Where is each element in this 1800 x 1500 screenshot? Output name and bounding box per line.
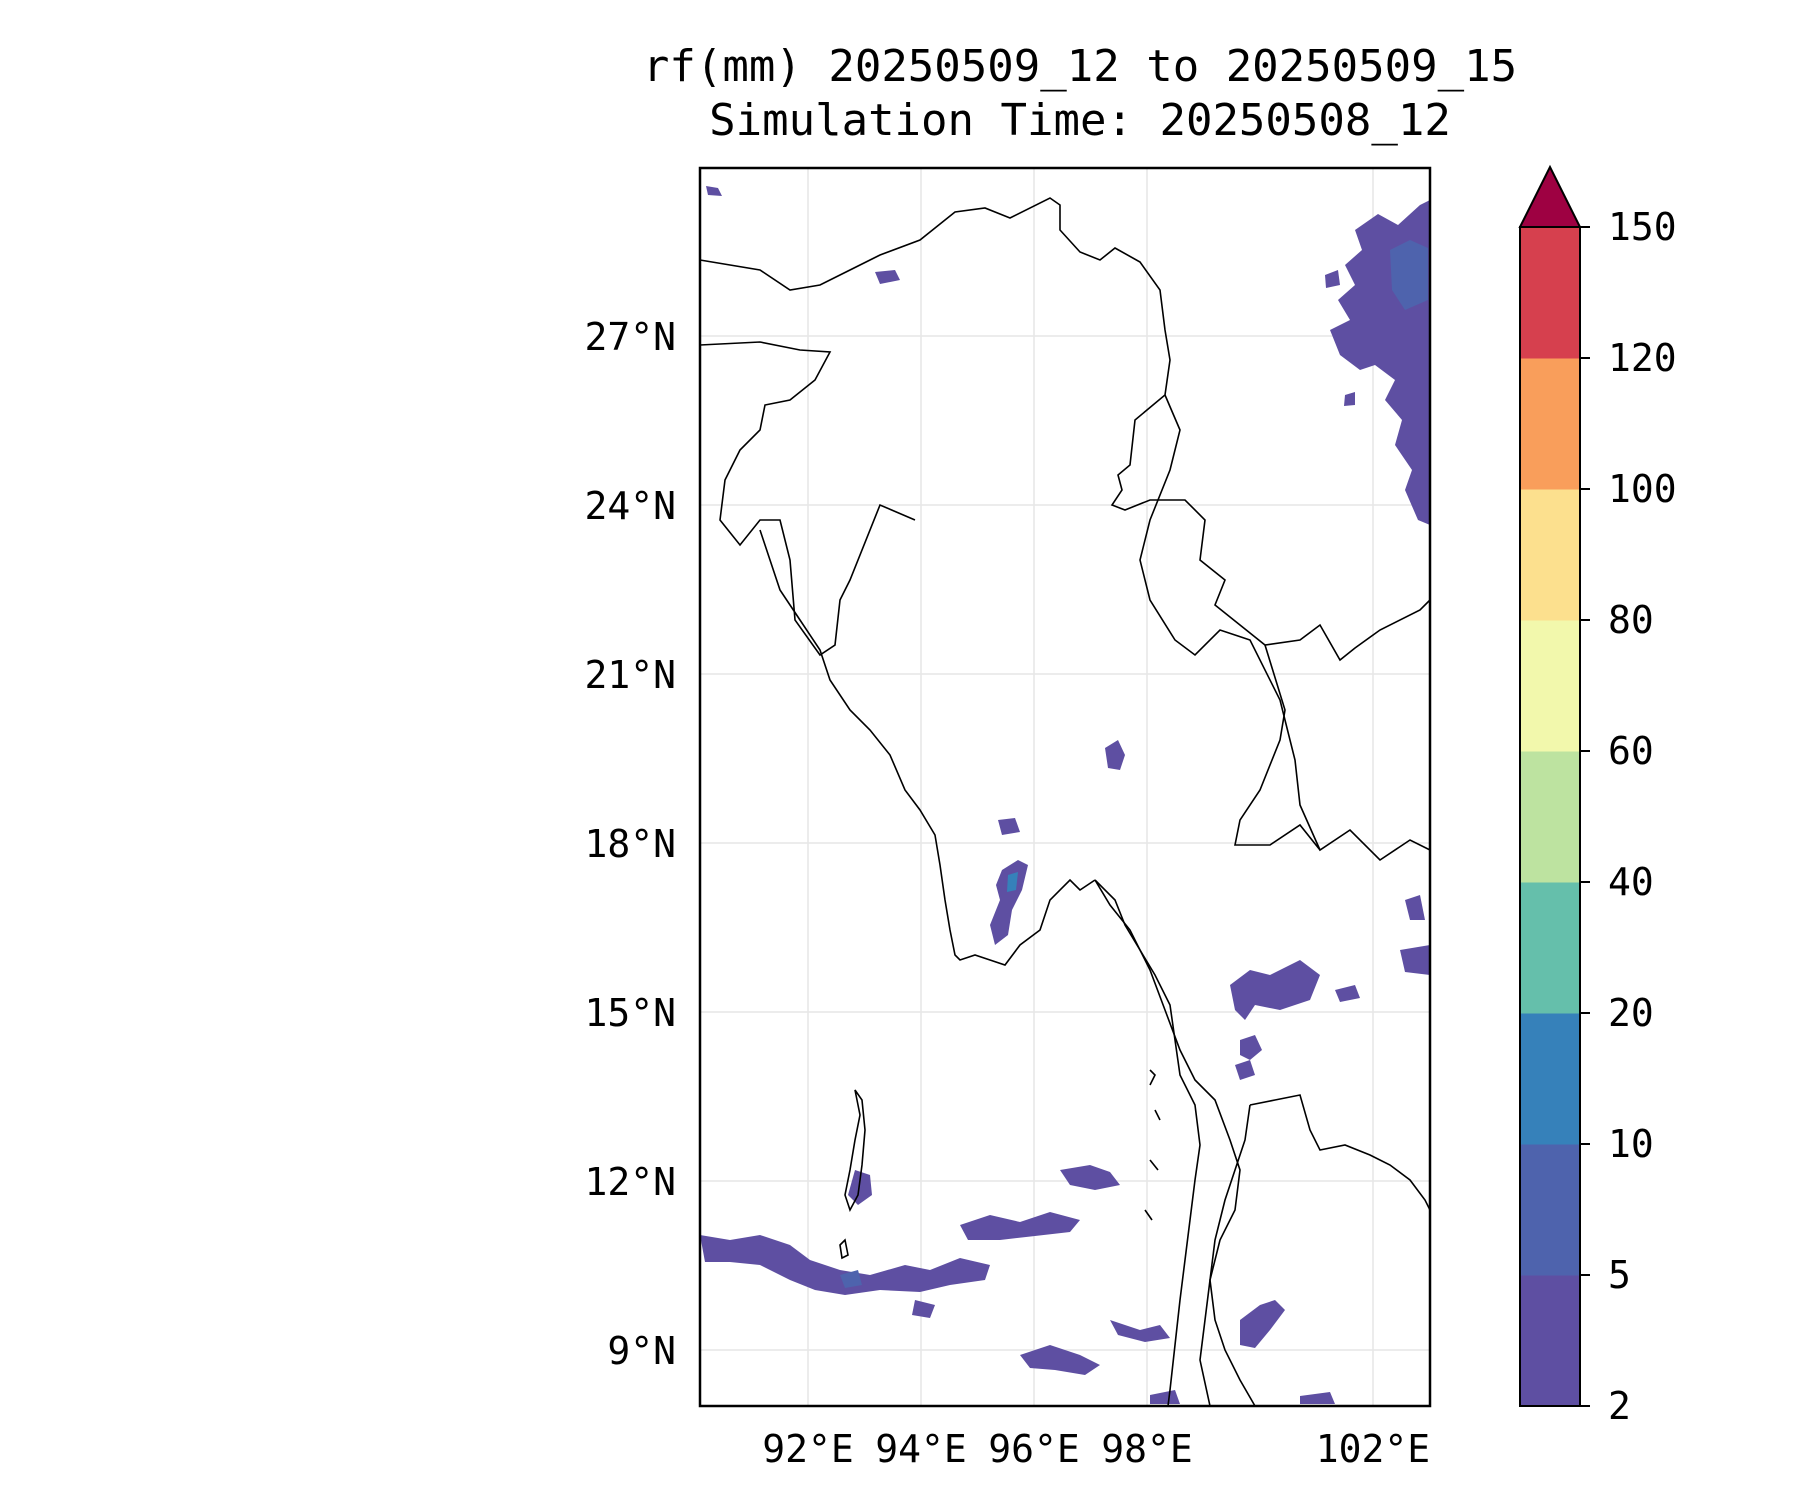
rain-patch-bay9 — [1150, 1390, 1180, 1404]
colorbar-label: 2 — [1608, 1384, 1631, 1428]
colorbar-segment — [1520, 227, 1580, 359]
colorbar-label: 120 — [1608, 336, 1677, 380]
colorbar-label: 40 — [1608, 860, 1654, 904]
rain-patch-delta-core — [1007, 872, 1018, 892]
lon-label: 98°E — [1101, 1427, 1193, 1471]
title-line-1: rf(mm) 20250509_12 to 20250509_15 — [642, 41, 1518, 92]
colorbar-segment — [1520, 1275, 1580, 1407]
rain-patch-east4 — [1400, 945, 1430, 975]
lat-label: 9°N — [607, 1329, 676, 1373]
rain-patch-east5 — [1405, 895, 1425, 920]
coastlines-borders — [699, 197, 1431, 1407]
lon-label: 96°E — [988, 1427, 1080, 1471]
rain-patch-bay10 — [1300, 1392, 1335, 1404]
lat-labels: 27°N 24°N 21°N 18°N 15°N 12°N 9°N — [584, 315, 676, 1373]
map-background — [700, 168, 1430, 1406]
rain-patch-central — [1105, 740, 1125, 770]
colorbar-segment — [1520, 489, 1580, 621]
figure-title: rf(mm) 20250509_12 to 20250509_15 Simula… — [0, 40, 1800, 148]
rain-patch-bay4 — [1020, 1345, 1100, 1375]
colorbar-segment — [1520, 620, 1580, 752]
rain-patch-nw — [706, 186, 722, 196]
colorbar-segment — [1520, 1144, 1580, 1276]
coast-myanmar-west — [759, 529, 1096, 966]
mergui-islands — [1144, 1069, 1161, 1221]
rain-patch-ne-small2 — [1344, 392, 1355, 406]
colorbar-extend-arrow — [1518, 164, 1582, 228]
rain-patch-yangon — [998, 818, 1020, 835]
title-line-2: Simulation Time: 20250508_12 — [709, 95, 1451, 146]
rainfall-field — [700, 186, 1430, 1404]
rain-patch-bay8 — [912, 1300, 935, 1318]
colorbar-label: 5 — [1608, 1253, 1631, 1297]
border-myanmar-thai — [1094, 879, 1241, 1407]
colorbar-label: 150 — [1608, 205, 1677, 249]
rain-patch-east2 — [1240, 1035, 1262, 1060]
colorbar-label: 80 — [1608, 598, 1654, 642]
rain-patch-bay2 — [960, 1212, 1080, 1240]
colorbar-frame — [1519, 226, 1581, 1407]
colorbar-label: 100 — [1608, 467, 1677, 511]
lat-label: 24°N — [584, 484, 676, 528]
lat-label: 27°N — [584, 315, 676, 359]
colorbar-segment — [1520, 751, 1580, 883]
rain-patch-bay1-core — [840, 1270, 862, 1288]
rain-patch-ne-small — [1325, 270, 1340, 288]
rain-patch-bay5 — [1110, 1320, 1170, 1342]
rain-patch-bay3 — [1060, 1165, 1120, 1190]
andaman-islands — [844, 1089, 866, 1213]
lat-label: 15°N — [584, 991, 676, 1035]
colorbar-label: 10 — [1608, 1122, 1654, 1166]
rain-patch-bay7 — [848, 1170, 872, 1205]
rain-patch-ne-core — [1390, 240, 1428, 310]
lon-labels: 92°E 94°E 96°E 98°E 102°E — [762, 1427, 1430, 1471]
nicobar-island — [839, 1238, 849, 1260]
lon-label: 92°E — [762, 1427, 854, 1471]
rain-patch-east3 — [1335, 985, 1360, 1002]
border-myanmar-east — [1139, 394, 1431, 862]
rain-patch-delta — [990, 860, 1028, 945]
lon-label: 94°E — [875, 1427, 967, 1471]
colorbar-segment — [1520, 882, 1580, 1014]
border-thai-laos — [1234, 644, 1321, 851]
colorbar-label: 20 — [1608, 991, 1654, 1035]
lat-label: 21°N — [584, 653, 676, 697]
colorbar: 2 5 10 20 40 60 80 100 120 150 — [1518, 164, 1677, 1428]
rain-patch-bay1 — [700, 1235, 990, 1295]
rain-patch-east6 — [1235, 1060, 1255, 1080]
rain-patch-east1 — [1230, 960, 1320, 1020]
map-frame — [698, 166, 1432, 1408]
border-bangladesh — [699, 341, 916, 657]
rain-patch-north — [875, 270, 900, 284]
map-panel — [698, 166, 1432, 1408]
lat-label: 12°N — [584, 1160, 676, 1204]
lon-label: 102°E — [1316, 1427, 1430, 1471]
coast-thai-peninsula — [1209, 1104, 1256, 1407]
colorbar-segment — [1520, 1013, 1580, 1145]
coast-thai-gulf — [1249, 1094, 1431, 1211]
lat-label: 18°N — [584, 822, 676, 866]
colorbar-segment — [1520, 358, 1580, 490]
colorbar-label: 60 — [1608, 729, 1654, 773]
rain-patch-bay6 — [1240, 1300, 1285, 1348]
